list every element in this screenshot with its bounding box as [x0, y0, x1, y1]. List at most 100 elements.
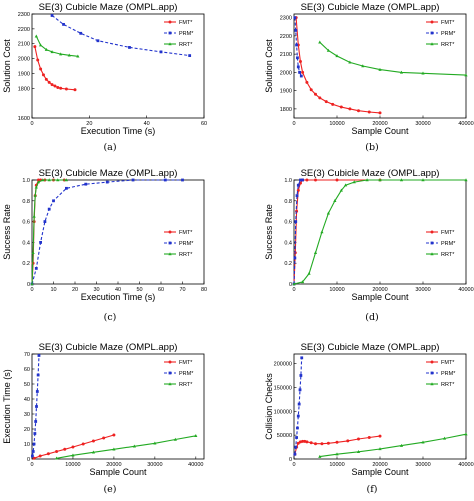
plot-frame [293, 13, 467, 119]
data-point [41, 178, 45, 182]
data-point [430, 241, 434, 245]
data-point [294, 220, 298, 223]
data-point [314, 442, 317, 446]
y-tick-label: 0 [289, 457, 292, 463]
data-point [168, 230, 172, 234]
data-point [73, 88, 77, 92]
data-point [62, 23, 65, 26]
data-point [309, 441, 313, 445]
data-point [295, 43, 298, 47]
data-point [339, 105, 343, 109]
series-fmt-star [294, 16, 382, 115]
chart-panel-d: SE(3) Cubicle Maze (OMPL.app) 0 10000 20000… [264, 168, 474, 323]
chart-title: SE(3) Cubicle Maze (OMPL.app) [39, 342, 178, 353]
data-point [352, 180, 356, 184]
data-point [38, 454, 42, 458]
data-point [59, 86, 63, 90]
x-tick-label: 20000 [372, 287, 387, 293]
data-point [168, 31, 172, 35]
data-point [365, 178, 369, 182]
x-tick-label: 20000 [372, 462, 387, 468]
data-point [301, 70, 305, 74]
data-point [36, 178, 40, 182]
x-tick-label: 10000 [329, 121, 344, 127]
x-tick-label: 40000 [458, 121, 473, 127]
x-axis-label: Sample Count [89, 467, 147, 477]
data-point [71, 453, 75, 457]
data-point [309, 88, 313, 92]
data-point [357, 109, 360, 113]
data-point [43, 220, 47, 223]
data-point [296, 65, 300, 69]
series-fmt-star [33, 45, 77, 92]
y-tick-label: 2000 [280, 70, 292, 76]
series-prm-star [30, 178, 184, 286]
data-point [430, 230, 434, 234]
series-line [31, 179, 183, 285]
x-tick-label: 70 [179, 287, 185, 293]
data-point [305, 80, 309, 84]
data-point [314, 178, 317, 182]
data-point [357, 437, 360, 441]
x-tick-label: 40 [115, 287, 121, 293]
legend-label: FMT* [441, 230, 455, 236]
data-point [294, 445, 298, 449]
data-point [59, 52, 63, 56]
x-tick-label: 40000 [458, 462, 473, 468]
x-tick-label: 20 [86, 121, 92, 127]
series-line [295, 17, 381, 114]
data-point [430, 360, 434, 364]
legend-label: FMT* [179, 230, 193, 236]
series-rrt-star [54, 433, 198, 460]
data-point [430, 371, 434, 375]
x-tick-label: 0 [30, 462, 33, 468]
data-point [298, 59, 302, 63]
data-point [378, 67, 382, 71]
data-point [430, 31, 434, 35]
data-point [163, 178, 167, 182]
data-point [44, 47, 48, 51]
x-tick-label: 0 [292, 462, 295, 468]
data-point [52, 199, 55, 203]
data-point [344, 183, 348, 187]
legend-label: FMT* [179, 20, 193, 26]
data-point [50, 50, 54, 54]
data-point [34, 185, 38, 189]
series-fmt-star [292, 178, 382, 286]
data-point [378, 447, 382, 451]
y-tick-label: 0.2 [22, 261, 30, 267]
panel-caption: (f) [367, 484, 378, 495]
panel-caption: (c) [104, 312, 117, 323]
x-tick-label: 0 [292, 287, 295, 293]
y-tick-label: 0.2 [284, 261, 292, 267]
y-tick-label: 2300 [280, 16, 292, 22]
data-point [168, 241, 172, 245]
legend-label: PRM* [441, 371, 456, 377]
x-tick-label: 20000 [372, 121, 387, 127]
data-point [292, 282, 296, 286]
y-tick-label: 0.8 [22, 199, 30, 205]
legend-label: RRT* [441, 252, 455, 258]
chart-title: SE(3) Cubicle Maze (OMPL.app) [39, 2, 178, 13]
y-tick-label: 2100 [280, 52, 292, 58]
plot-frame [31, 13, 205, 119]
legend: FMT* PRM* RRT* [426, 230, 456, 258]
series-rrt-star [318, 40, 468, 77]
series-rrt-star [30, 178, 68, 286]
x-axis-label: Sample Count [351, 292, 409, 302]
data-point [307, 271, 311, 275]
data-point [79, 31, 83, 35]
data-point [41, 73, 45, 77]
chart-panel-f: SE(3) Cubicle Maze (OMPL.app) 0 10000 20000… [264, 342, 474, 495]
data-point [39, 241, 42, 244]
data-point [34, 420, 38, 423]
series-rrt-star [34, 34, 80, 58]
y-tick-label: 10 [24, 442, 30, 448]
data-point [313, 251, 318, 254]
data-point [168, 20, 172, 24]
x-tick-label: 80 [201, 287, 207, 293]
y-tick-label: 20 [24, 427, 30, 433]
x-tick-label: 20 [72, 287, 78, 293]
data-point [367, 436, 371, 440]
